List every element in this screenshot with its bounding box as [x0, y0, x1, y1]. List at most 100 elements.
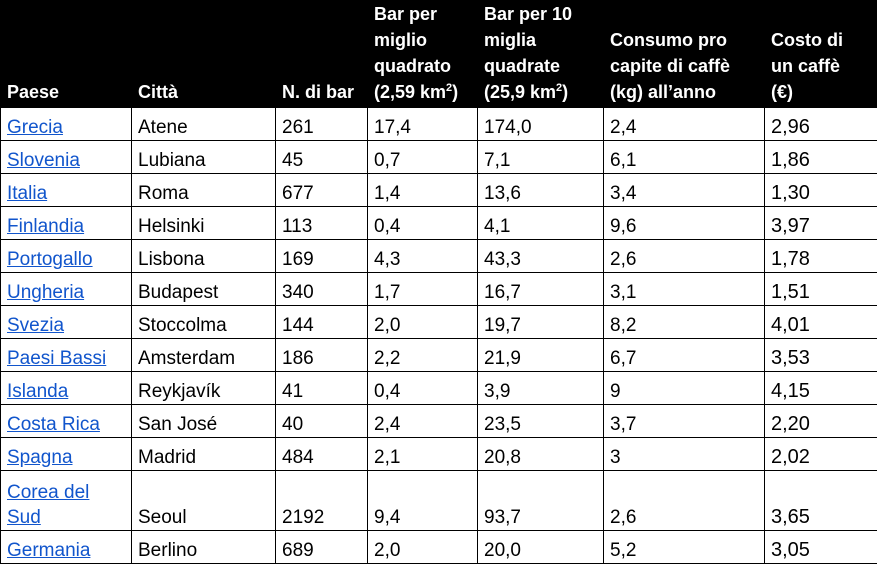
bars-per-10-sq-miles-cell: 43,3 — [477, 239, 604, 273]
table-row: Paesi Bassi Amsterdam 186 2,2 21,9 6,7 3… — [0, 338, 877, 372]
bars-per-sq-mile-cell: 0,4 — [367, 371, 478, 405]
consumption-cell: 6,1 — [603, 140, 765, 174]
bars-per-sq-mile-cell: 2,2 — [367, 338, 478, 372]
consumption-cell: 2,6 — [603, 239, 765, 273]
cost-cell: 1,78 — [764, 239, 877, 273]
table-row: Svezia Stoccolma 144 2,0 19,7 8,2 4,01 — [0, 305, 877, 339]
table-row: Finlandia Helsinki 113 0,4 4,1 9,6 3,97 — [0, 206, 877, 240]
consumption-cell: 5,2 — [603, 530, 765, 564]
country-link-costa-rica[interactable]: Costa Rica — [7, 414, 100, 435]
country-link-ungheria[interactable]: Ungheria — [7, 282, 85, 303]
bars-per-sq-mile-cell: 2,1 — [367, 437, 478, 471]
bars-per-10-sq-miles-cell: 20,0 — [477, 530, 604, 564]
bars-per-10-sq-miles-cell: 19,7 — [477, 305, 604, 339]
bars-cell: 261 — [275, 107, 368, 141]
bars-per-sq-mile-cell: 1,7 — [367, 272, 478, 306]
country-cell: Slovenia — [0, 140, 132, 174]
country-cell: Spagna — [0, 437, 132, 471]
cost-cell: 2,96 — [764, 107, 877, 141]
bars-cell: 169 — [275, 239, 368, 273]
cost-cell: 3,65 — [764, 470, 877, 531]
bars-per-sq-mile-cell: 2,0 — [367, 530, 478, 564]
country-cell: Germania — [0, 530, 132, 564]
consumption-cell: 8,2 — [603, 305, 765, 339]
bars-per-10-sq-miles-cell: 23,5 — [477, 404, 604, 438]
city-cell: Budapest — [131, 272, 276, 306]
header-city: Città — [131, 0, 276, 108]
bars-per-sq-mile-cell: 9,4 — [367, 470, 478, 531]
bars-cell: 677 — [275, 173, 368, 207]
header-consumption: Consumo pro capite di caffè (kg) all’ann… — [603, 0, 765, 108]
bars-per-sq-mile-cell: 2,4 — [367, 404, 478, 438]
bars-cell: 45 — [275, 140, 368, 174]
bars-per-10-sq-miles-cell: 174,0 — [477, 107, 604, 141]
bars-per-sq-mile-cell: 4,3 — [367, 239, 478, 273]
consumption-cell: 3,4 — [603, 173, 765, 207]
city-cell: San José — [131, 404, 276, 438]
country-cell: Costa Rica — [0, 404, 132, 438]
country-link-paesi-bassi[interactable]: Paesi Bassi — [7, 348, 107, 369]
table-row: Slovenia Lubiana 45 0,7 7,1 6,1 1,86 — [0, 140, 877, 174]
country-link-portogallo[interactable]: Portogallo — [7, 249, 93, 270]
consumption-cell: 2,6 — [603, 470, 765, 531]
country-link-germania[interactable]: Germania — [7, 540, 91, 561]
city-cell: Berlino — [131, 530, 276, 564]
country-link-spagna[interactable]: Spagna — [7, 447, 73, 468]
cost-cell: 1,30 — [764, 173, 877, 207]
header-row: Paese Città N. di bar Bar per miglio qua… — [0, 0, 877, 108]
bars-per-sq-mile-cell: 1,4 — [367, 173, 478, 207]
country-link-finlandia[interactable]: Finlandia — [7, 216, 85, 237]
country-link-slovenia[interactable]: Slovenia — [7, 150, 80, 171]
cost-cell: 4,15 — [764, 371, 877, 405]
bars-per-10-sq-miles-cell: 4,1 — [477, 206, 604, 240]
header-country: Paese — [0, 0, 132, 108]
country-link-grecia[interactable]: Grecia — [7, 117, 63, 138]
bars-per-10-sq-miles-cell: 93,7 — [477, 470, 604, 531]
country-cell: Islanda — [0, 371, 132, 405]
table-row: Islanda Reykjavík 41 0,4 3,9 9 4,15 — [0, 371, 877, 405]
table-row: Ungheria Budapest 340 1,7 16,7 3,1 1,51 — [0, 272, 877, 306]
bars-cell: 41 — [275, 371, 368, 405]
city-cell: Madrid — [131, 437, 276, 471]
consumption-cell: 3,1 — [603, 272, 765, 306]
table-row: Grecia Atene 261 17,4 174,0 2,4 2,96 — [0, 107, 877, 141]
country-cell: Italia — [0, 173, 132, 207]
consumption-cell: 9,6 — [603, 206, 765, 240]
consumption-cell: 6,7 — [603, 338, 765, 372]
bars-per-10-sq-miles-cell: 16,7 — [477, 272, 604, 306]
bars-per-sq-mile-cell: 0,7 — [367, 140, 478, 174]
country-cell: Paesi Bassi — [0, 338, 132, 372]
bars-cell: 40 — [275, 404, 368, 438]
header-bars-per-sq-mile: Bar per miglio quadrato (2,59 km2) — [367, 0, 478, 108]
bars-per-sq-mile-cell: 0,4 — [367, 206, 478, 240]
bars-per-sq-mile-cell: 2,0 — [367, 305, 478, 339]
city-cell: Stoccolma — [131, 305, 276, 339]
country-link-italia[interactable]: Italia — [7, 183, 48, 204]
country-link-islanda[interactable]: Islanda — [7, 381, 69, 402]
bars-cell: 113 — [275, 206, 368, 240]
country-link-line: Corea del — [7, 482, 90, 503]
city-cell: Roma — [131, 173, 276, 207]
cost-cell: 2,20 — [764, 404, 877, 438]
cost-cell: 3,53 — [764, 338, 877, 372]
country-cell: Corea del Sud — [0, 470, 132, 531]
city-cell: Atene — [131, 107, 276, 141]
country-link-svezia[interactable]: Svezia — [7, 315, 65, 336]
table-row: Costa Rica San José 40 2,4 23,5 3,7 2,20 — [0, 404, 877, 438]
country-cell: Finlandia — [0, 206, 132, 240]
bars-cell: 484 — [275, 437, 368, 471]
header-bars: N. di bar — [275, 0, 368, 108]
city-cell: Amsterdam — [131, 338, 276, 372]
bars-per-10-sq-miles-cell: 3,9 — [477, 371, 604, 405]
table-row: Spagna Madrid 484 2,1 20,8 3 2,02 — [0, 437, 877, 471]
bars-per-10-sq-miles-cell: 13,6 — [477, 173, 604, 207]
country-link-corea-del-sud[interactable]: Corea del Sud — [7, 482, 89, 528]
country-link-line: Sud — [7, 507, 41, 528]
cost-cell: 1,86 — [764, 140, 877, 174]
bars-cell: 2192 — [275, 470, 368, 531]
bars-per-10-sq-miles-cell: 20,8 — [477, 437, 604, 471]
country-cell: Grecia — [0, 107, 132, 141]
table-row: Corea del Sud Seoul 2192 9,4 93,7 2,6 3,6… — [0, 470, 877, 531]
bars-cell: 340 — [275, 272, 368, 306]
